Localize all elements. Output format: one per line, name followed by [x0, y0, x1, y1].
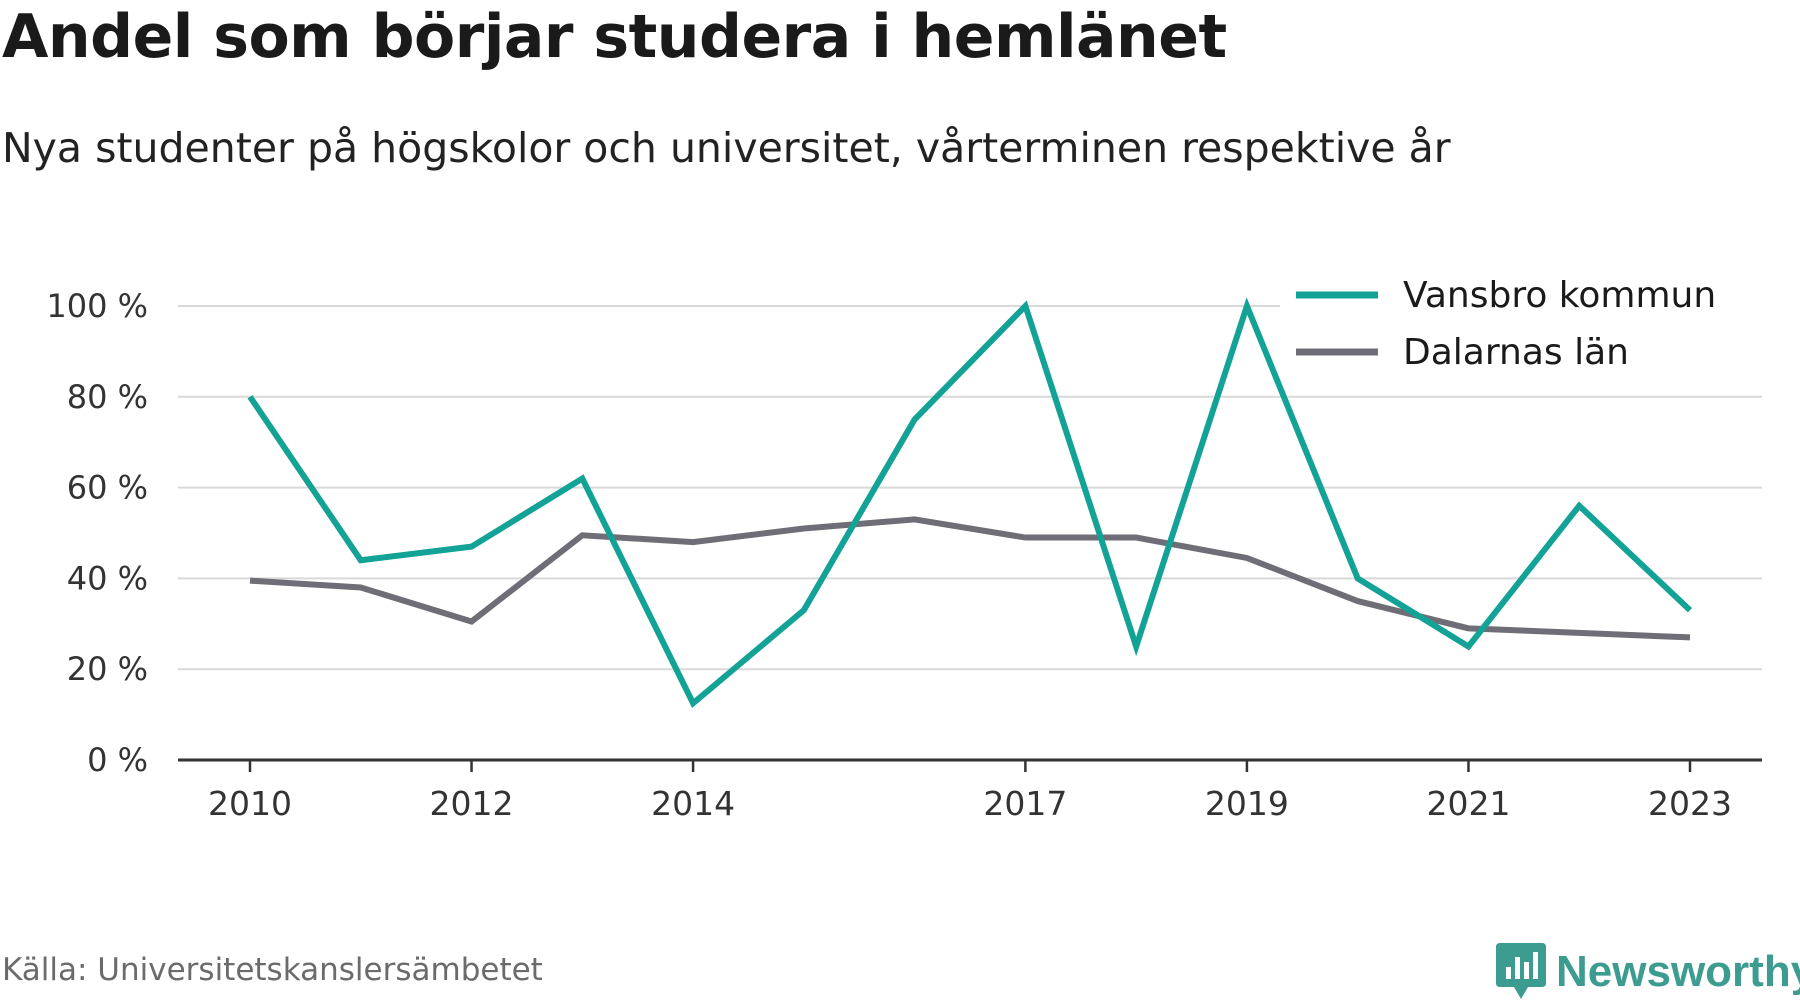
- x-tick-label: 2023: [1648, 784, 1732, 823]
- legend-label: Vansbro kommun: [1403, 275, 1716, 316]
- legend: Vansbro kommun Dalarnas län: [1280, 266, 1762, 378]
- y-tick-label: 60 %: [67, 469, 148, 507]
- legend-label: Dalarnas län: [1403, 332, 1629, 373]
- x-tick-label: 2012: [430, 784, 514, 823]
- y-tick-label: 100 %: [46, 287, 148, 325]
- y-tick-label: 40 %: [67, 559, 148, 597]
- brand-name: Newsworthy: [1556, 947, 1800, 997]
- x-tick-label: 2014: [651, 784, 735, 823]
- x-tick-label: 2017: [983, 784, 1067, 823]
- x-tick-label: 2010: [208, 784, 292, 823]
- x-tick-label: 2021: [1426, 784, 1510, 823]
- source-note: Källa: Universitetskanslersämbetet: [2, 952, 543, 1000]
- x-tick-label: 2019: [1205, 784, 1289, 823]
- y-tick-label: 20 %: [67, 650, 148, 688]
- newsworthy-logo: Newsworthy: [1496, 943, 1800, 1001]
- newsworthy-logo-icon: [1496, 943, 1546, 1001]
- y-tick-label: 80 %: [67, 378, 148, 416]
- y-tick-label: 0 %: [87, 741, 148, 779]
